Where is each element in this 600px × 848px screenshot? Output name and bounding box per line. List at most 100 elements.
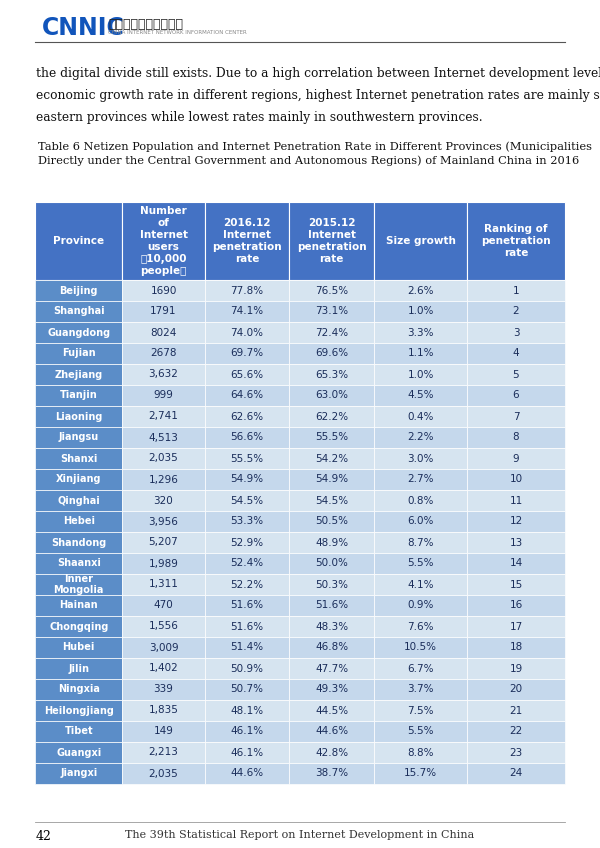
Text: 48.1%: 48.1% — [230, 706, 263, 716]
Text: Ningxia: Ningxia — [58, 684, 100, 695]
Bar — [467, 343, 565, 364]
Bar — [205, 301, 289, 322]
Text: 2,741: 2,741 — [149, 411, 178, 421]
Text: 2.7%: 2.7% — [407, 475, 434, 484]
Text: 15: 15 — [509, 579, 523, 589]
Bar — [467, 595, 565, 616]
Bar — [35, 406, 122, 427]
Text: 15.7%: 15.7% — [404, 768, 437, 778]
Text: 0.8%: 0.8% — [407, 495, 434, 505]
Text: Hainan: Hainan — [59, 600, 98, 611]
Text: 1,311: 1,311 — [149, 579, 178, 589]
Text: 18: 18 — [509, 643, 523, 652]
Bar — [122, 721, 205, 742]
Text: Guangdong: Guangdong — [47, 327, 110, 338]
Bar — [289, 637, 374, 658]
Text: 5: 5 — [512, 370, 519, 380]
Bar — [374, 763, 467, 784]
Text: 23: 23 — [509, 747, 523, 757]
Text: 339: 339 — [154, 684, 173, 695]
Bar — [374, 427, 467, 448]
Bar — [289, 532, 374, 553]
Text: 8.7%: 8.7% — [407, 538, 434, 548]
Text: 4.5%: 4.5% — [407, 390, 434, 400]
Bar — [205, 364, 289, 385]
Text: Number
of
Internet
users
（10,000
people）: Number of Internet users （10,000 people） — [140, 206, 188, 276]
Text: 63.0%: 63.0% — [316, 390, 348, 400]
Bar — [122, 595, 205, 616]
Text: 54.5%: 54.5% — [230, 495, 263, 505]
Text: 5.5%: 5.5% — [407, 727, 434, 737]
Bar — [122, 448, 205, 469]
Text: 3.7%: 3.7% — [407, 684, 434, 695]
Text: 42: 42 — [36, 830, 52, 843]
Bar — [122, 616, 205, 637]
Bar — [467, 574, 565, 595]
Bar — [205, 490, 289, 511]
Text: CHINA INTERNET NETWORK INFORMATION CENTER: CHINA INTERNET NETWORK INFORMATION CENTE… — [108, 31, 247, 36]
Bar — [374, 658, 467, 679]
Bar — [467, 700, 565, 721]
Bar — [374, 553, 467, 574]
Text: the digital divide still exists. Due to a high correlation between Internet deve: the digital divide still exists. Due to … — [36, 67, 600, 80]
Text: 中国互联网络信息中心: 中国互联网络信息中心 — [108, 19, 183, 31]
Text: 2,213: 2,213 — [149, 747, 178, 757]
Text: Province: Province — [53, 236, 104, 246]
Bar — [122, 553, 205, 574]
Bar — [289, 448, 374, 469]
Text: 4,513: 4,513 — [149, 432, 178, 443]
Text: 8: 8 — [512, 432, 519, 443]
Bar — [35, 742, 122, 763]
Bar — [35, 616, 122, 637]
Bar — [35, 343, 122, 364]
Text: Table 6 Netizen Population and Internet Penetration Rate in Different Provinces : Table 6 Netizen Population and Internet … — [38, 141, 592, 152]
Bar — [122, 406, 205, 427]
Bar — [122, 637, 205, 658]
Text: Hebei: Hebei — [63, 516, 95, 527]
Text: 11: 11 — [509, 495, 523, 505]
Text: 50.9%: 50.9% — [230, 663, 263, 673]
Text: 10.5%: 10.5% — [404, 643, 437, 652]
Text: eastern provinces while lowest rates mainly in southwestern provinces.: eastern provinces while lowest rates mai… — [36, 111, 482, 124]
Text: 51.6%: 51.6% — [315, 600, 349, 611]
Text: 20: 20 — [509, 684, 523, 695]
Bar — [122, 490, 205, 511]
Bar — [205, 202, 289, 280]
Bar — [35, 511, 122, 532]
Text: 56.6%: 56.6% — [230, 432, 263, 443]
Bar — [205, 721, 289, 742]
Bar — [289, 406, 374, 427]
Text: Jiangxi: Jiangxi — [60, 768, 97, 778]
Bar — [374, 202, 467, 280]
Text: 2,035: 2,035 — [149, 768, 178, 778]
Text: 44.5%: 44.5% — [315, 706, 349, 716]
Text: 1690: 1690 — [151, 286, 177, 295]
Text: 2.2%: 2.2% — [407, 432, 434, 443]
Bar — [205, 280, 289, 301]
Bar — [374, 280, 467, 301]
Text: 55.5%: 55.5% — [230, 454, 263, 464]
Bar — [374, 385, 467, 406]
Bar — [374, 364, 467, 385]
Bar — [35, 385, 122, 406]
Text: 3,632: 3,632 — [149, 370, 178, 380]
Bar — [374, 448, 467, 469]
Bar — [374, 595, 467, 616]
Text: 46.1%: 46.1% — [230, 727, 263, 737]
Bar — [122, 427, 205, 448]
Bar — [205, 448, 289, 469]
Bar — [374, 406, 467, 427]
Bar — [35, 595, 122, 616]
Text: 4.1%: 4.1% — [407, 579, 434, 589]
Text: 3,956: 3,956 — [149, 516, 178, 527]
Bar — [35, 448, 122, 469]
Bar — [122, 574, 205, 595]
Bar — [289, 301, 374, 322]
Text: 149: 149 — [154, 727, 173, 737]
Text: 2.6%: 2.6% — [407, 286, 434, 295]
Text: Inner
Mongolia: Inner Mongolia — [53, 574, 104, 595]
Bar — [467, 322, 565, 343]
Text: 74.1%: 74.1% — [230, 306, 263, 316]
Bar — [289, 742, 374, 763]
Bar — [289, 574, 374, 595]
